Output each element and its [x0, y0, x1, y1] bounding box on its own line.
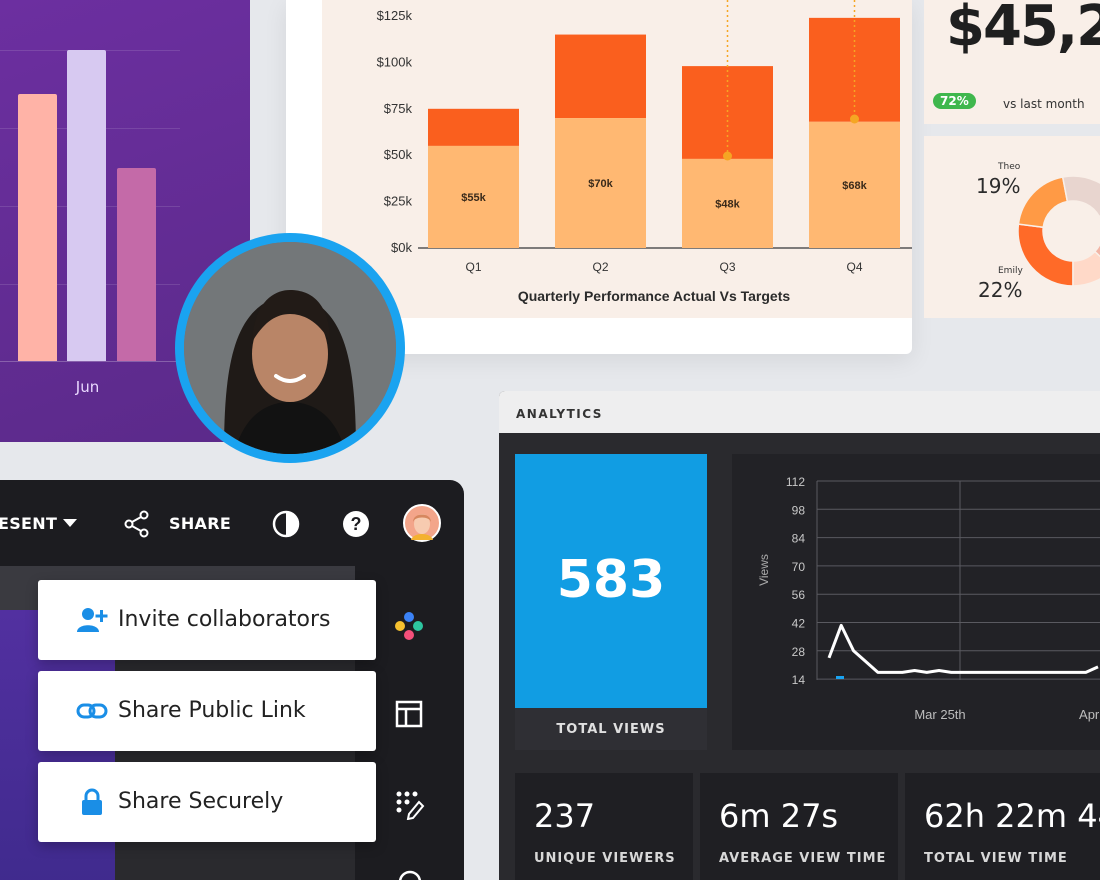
- y-tick-label: 84: [792, 532, 806, 546]
- x-tick-label: Q2: [592, 260, 608, 274]
- unique-viewers-label: UNIQUE VIEWERS: [534, 851, 676, 866]
- user-avatar[interactable]: [403, 504, 441, 542]
- revenue-card: $45,2 72% vs last month: [924, 0, 1100, 124]
- actual-bar-q3: [682, 158, 773, 248]
- comparison-text: vs last month: [1003, 97, 1085, 111]
- y-tick-label: 28: [792, 645, 806, 659]
- target-marker-dot: [723, 151, 732, 161]
- x-tick-label: Q4: [846, 260, 862, 274]
- quarterly-bar-chart: $0k $25k $50k $75k $100k $125k $55k Q1 $70k Q2 $48…: [377, 0, 912, 304]
- actual-bar-q4: [809, 121, 900, 248]
- svg-text:?: ?: [351, 514, 362, 534]
- monthly-bar-chart-card: Jun: [0, 0, 250, 442]
- views-line-chart-tile: 112 98 84 70 56 42 28 14 Views Mar 25th Apr 8th: [732, 454, 1100, 750]
- donut-slice: [1018, 223, 1074, 286]
- share-public-link-button[interactable]: Share Public Link: [38, 671, 376, 751]
- y-tick-label: $100k: [377, 54, 413, 69]
- chart-title: Quarterly Performance Actual Vs Targets: [518, 288, 791, 304]
- views-line-chart: 112 98 84 70 56 42 28 14 Views Mar 25th Apr 8th: [757, 475, 1100, 722]
- donut-chart: [1018, 176, 1100, 286]
- y-tick-label: 98: [792, 503, 806, 517]
- add-person-icon: [77, 608, 108, 632]
- person-name-emily: Emily: [998, 266, 1023, 276]
- total-views-label: TOTAL VIEWS: [556, 722, 666, 737]
- total-view-time-label: TOTAL VIEW TIME: [924, 851, 1068, 866]
- growth-badge: 72%: [933, 93, 976, 109]
- total-view-time-value: 62h 22m 44s: [924, 797, 1100, 835]
- quarterly-chart-panel: $0k $25k $50k $75k $100k $125k $55k Q1 $70k Q2 $48…: [322, 0, 912, 318]
- editor-toolbar: ESENT SHARE ?: [0, 480, 464, 566]
- purple-chart-bar-1: [18, 93, 57, 361]
- contrast-icon[interactable]: [272, 510, 300, 538]
- share-public-link-label: Share Public Link: [118, 698, 306, 723]
- total-view-time-tile: 62h 22m 44s TOTAL VIEW TIME: [905, 773, 1100, 880]
- revenue-value: $45,2: [946, 0, 1100, 59]
- help-icon[interactable]: ?: [342, 510, 370, 538]
- average-view-time-tile: 6m 27s AVERAGE VIEW TIME: [700, 773, 898, 880]
- x-tick-label: Q1: [465, 260, 481, 274]
- x-tick-label: Mar 25th: [914, 707, 965, 722]
- y-axis-label: Views: [757, 554, 771, 586]
- actual-value-label: $70k: [588, 178, 613, 190]
- x-tick-label: Q3: [719, 260, 735, 274]
- invite-collaborators-label: Invite collaborators: [118, 607, 331, 632]
- total-views-value: 583: [556, 550, 666, 610]
- person-percent-theo: 19%: [976, 174, 1021, 198]
- present-button-label[interactable]: ESENT: [0, 514, 58, 533]
- actual-bar-q1: [428, 145, 519, 248]
- chevron-down-icon[interactable]: [62, 518, 78, 528]
- layout-icon[interactable]: [395, 700, 423, 728]
- palette-icon[interactable]: [393, 610, 425, 642]
- target-bar-q2: [555, 34, 646, 119]
- lightbulb-icon[interactable]: [397, 870, 423, 880]
- target-bar-q1: [428, 108, 519, 146]
- views-line: [827, 623, 1099, 674]
- analytics-header: ANALYTICS: [499, 391, 1100, 433]
- y-tick-label: $50k: [384, 147, 413, 162]
- y-tick-label: $25k: [384, 194, 413, 209]
- donut-slice: [1061, 176, 1100, 218]
- donut-slice: [1072, 250, 1100, 286]
- average-view-time-label: AVERAGE VIEW TIME: [719, 851, 887, 866]
- actual-value-label: $48k: [715, 198, 740, 210]
- y-tick-label: 112: [786, 475, 805, 489]
- total-views-tile: 583 TOTAL VIEWS: [515, 454, 707, 750]
- y-tick-label: 70: [792, 560, 806, 574]
- person-percent-emily: 22%: [978, 278, 1023, 302]
- donut-slice: [1093, 215, 1100, 258]
- link-icon: [76, 703, 108, 719]
- analytics-title: ANALYTICS: [516, 407, 603, 421]
- unique-viewers-tile: 237 UNIQUE VIEWERS: [515, 773, 693, 880]
- presentation-editor-panel: ESENT SHARE ?: [0, 480, 464, 880]
- share-button-label[interactable]: SHARE: [169, 514, 232, 533]
- x-tick-label: Apr 8th: [1079, 707, 1100, 722]
- purple-chart-bar-2: [67, 50, 106, 361]
- unique-viewers-value: 237: [534, 797, 596, 835]
- share-securely-button[interactable]: Share Securely: [38, 762, 376, 842]
- purple-chart-bar-3: [117, 168, 156, 361]
- magic-edit-icon[interactable]: [395, 790, 425, 820]
- y-tick-label: $125k: [377, 8, 413, 23]
- actual-bar-q2: [555, 118, 646, 248]
- y-tick-label: 14: [792, 673, 806, 687]
- presenter-avatar: [175, 233, 405, 463]
- person-name-theo: Theo: [998, 162, 1021, 172]
- average-view-time-value: 6m 27s: [719, 797, 839, 835]
- month-label: Jun: [75, 378, 100, 396]
- y-tick-label: 42: [792, 617, 806, 631]
- today-marker: [836, 676, 844, 679]
- analytics-panel: ANALYTICS 583 TOTAL VIEWS 112 98 84 70 56 42 2…: [499, 391, 1100, 880]
- actual-value-label: $68k: [842, 180, 867, 192]
- y-tick-label: 56: [792, 588, 806, 602]
- target-marker-dot: [850, 114, 859, 124]
- invite-collaborators-button[interactable]: Invite collaborators: [38, 580, 376, 660]
- actual-value-label: $55k: [461, 192, 486, 204]
- y-tick-label: $75k: [384, 101, 413, 116]
- donut-slice: [1018, 176, 1069, 229]
- share-icon[interactable]: [124, 510, 150, 538]
- share-securely-label: Share Securely: [118, 789, 284, 814]
- y-tick-label: $0k: [391, 240, 412, 255]
- distribution-donut-card: Theo 19% Emily 22%: [924, 136, 1100, 318]
- lock-icon: [82, 788, 102, 815]
